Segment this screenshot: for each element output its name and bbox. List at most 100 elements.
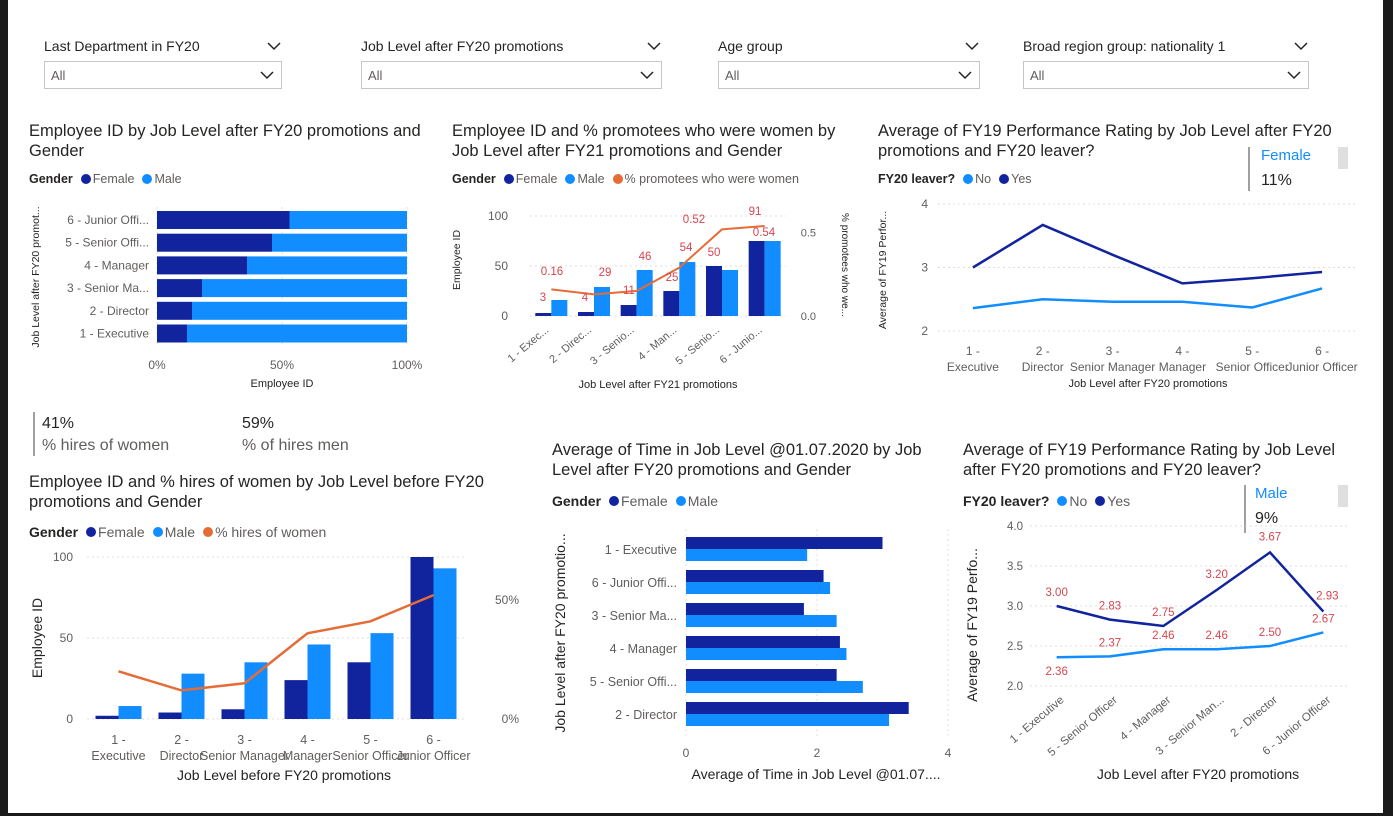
chart-performance-rating-top[interactable]: 2 3 4 1 - Executive 2 - Director 3 - Senior Mana… [872, 190, 1362, 395]
chart-performance-rating-bottom[interactable]: 2.0 2.5 3.0 3.5 4.0 2.36 2.37 2.46 2.46 2.50 2.67 3… [960, 515, 1370, 790]
scrollbar[interactable] [1338, 485, 1348, 507]
y-tick-label: 3 - Senior Ma... [592, 609, 677, 623]
data-label: 2.75 [1152, 607, 1174, 619]
legend-item-promotees[interactable]: % promotees who were women [612, 172, 799, 186]
chart-title: Average of Time in Job Level @01.07.2020… [552, 441, 922, 479]
bar-female [157, 233, 272, 252]
legend-item-no[interactable]: No [963, 172, 991, 186]
window-frame-left [0, 0, 8, 816]
x-tick-label: 6 - [426, 733, 441, 747]
slicer-title: Age group [718, 38, 783, 54]
legend-item-male[interactable]: Male [675, 493, 718, 509]
female-swatch-icon [86, 527, 97, 537]
slicer-dropdown[interactable]: All [1023, 61, 1309, 89]
legend-item-yes[interactable]: Yes [1095, 493, 1130, 509]
line-promotees [551, 225, 765, 296]
legend-item-yes[interactable]: Yes [999, 172, 1032, 186]
y-tick-label: 50 [60, 631, 74, 645]
line-swatch-icon [612, 174, 623, 184]
legend-item-female[interactable]: Female [503, 172, 558, 186]
legend-item-male[interactable]: Male [142, 172, 182, 186]
x-tick-label: 3 - Senio... [588, 324, 636, 367]
x-axis-title: Average of Time in Job Level @01.07.... [692, 766, 941, 782]
bar-female [748, 241, 765, 316]
bar-male [686, 549, 808, 561]
x-tick-label: 3 - [1106, 344, 1120, 358]
bar-male [247, 256, 407, 275]
legend-item-male[interactable]: Male [152, 524, 195, 540]
data-label: 2.46 [1205, 630, 1227, 642]
x-tick-label: Senior Manager [1070, 360, 1155, 374]
chevron-down-icon [1287, 71, 1301, 80]
bar-male [272, 233, 407, 252]
bar-female [686, 537, 883, 549]
y2-tick-label: 0% [502, 712, 520, 726]
y-tick-label: 4.0 [1007, 521, 1023, 533]
bar-male [686, 714, 890, 726]
legend: Gender Female Male [29, 172, 186, 186]
chart-promotees-women[interactable]: 0 50 100 0.0 0.5 1 - Exec...2 - Direc...3 - S… [448, 195, 853, 400]
legend-label: No [975, 172, 992, 186]
legend-item-female[interactable]: Female [86, 524, 145, 540]
legend-title: FY20 leaver? [878, 172, 956, 186]
female-swatch-icon [503, 174, 514, 184]
y2-axis-title: % promotees who we... [839, 213, 850, 317]
slicer-dropdown[interactable]: All [361, 61, 662, 89]
bar-female [157, 324, 187, 343]
x-axis-title: Job Level before FY20 promotions [177, 767, 391, 783]
x-axis-title: Employee ID [251, 378, 314, 390]
data-label: 3 [540, 292, 546, 304]
chart-hires-women[interactable]: 0 50 100 0% 50% 1 - Executive 2 - Director 3 - Sen… [25, 545, 530, 790]
data-label: 54 [680, 242, 693, 254]
legend-label: No [1069, 493, 1088, 509]
data-label: 3.00 [1045, 587, 1067, 599]
x-tick-label: 100% [392, 358, 423, 372]
legend-item-no[interactable]: No [1057, 493, 1087, 509]
y-tick-label: 2 [921, 324, 928, 338]
female-swatch-icon [80, 174, 91, 184]
line-no [1056, 631, 1324, 659]
chevron-down-icon[interactable] [646, 41, 662, 51]
bar-male [202, 279, 407, 298]
y-tick-label: 2 - Director [90, 304, 149, 318]
slicer-job-level[interactable]: Job Level after FY20 promotions All [361, 35, 662, 89]
card-male: Male 9% [1255, 485, 1288, 528]
chevron-down-icon[interactable] [266, 41, 282, 51]
legend-item-hires[interactable]: % hires of women [203, 524, 326, 540]
bar-female [686, 636, 840, 648]
bar-male [289, 211, 407, 229]
data-label: 11 [623, 285, 635, 297]
bar-male [433, 568, 457, 719]
slicer-dropdown[interactable]: All [44, 61, 282, 89]
slicer-region[interactable]: Broad region group: nationality 1 All [1023, 35, 1309, 89]
legend-label: Female [515, 172, 558, 186]
legend-item-female[interactable]: Female [80, 172, 134, 186]
y-tick-label: 1 - Executive [80, 327, 150, 341]
legend-label: Male [154, 172, 182, 186]
slicer-dropdown[interactable]: All [718, 61, 980, 89]
x-tick-label: 4 - [300, 733, 315, 747]
chevron-down-icon[interactable] [964, 41, 980, 51]
scrollbar[interactable] [1338, 147, 1348, 169]
chart-time-in-level[interactable]: 0 2 4 1 - Executive 6 - Junior Offi... 3 - Se… [548, 515, 958, 790]
card-accent [33, 412, 35, 456]
x-tick-label: 6 - [1315, 344, 1329, 358]
slicer-department[interactable]: Last Department in FY20 All [44, 35, 282, 89]
bar-female [663, 291, 680, 316]
legend-item-female[interactable]: Female [609, 493, 668, 509]
x-tick-label: Junior Officer [396, 749, 470, 763]
x-tick-label: 1 - Executive [1008, 694, 1067, 746]
y-axis-title: Average of FY19 Perfo... [964, 548, 980, 702]
x-tick-label: Senior Manager [200, 749, 289, 763]
chevron-down-icon[interactable] [1293, 41, 1309, 51]
card-value: 59% [242, 415, 275, 432]
x-tick-label: 1 - Exec... [506, 324, 552, 365]
chart-employee-by-level[interactable]: 0% 50% 100% 6 - Junior Offi... 5 - Senior Of… [25, 195, 435, 395]
data-label: 2.93 [1316, 591, 1338, 603]
y-tick-label: 4 [921, 197, 928, 211]
x-tick-label: Director [160, 749, 204, 763]
legend-item-male[interactable]: Male [565, 172, 605, 186]
slicer-age-group[interactable]: Age group All [718, 35, 980, 89]
legend: FY20 leaver? No Yes [963, 493, 1134, 509]
bar-female [686, 669, 837, 681]
